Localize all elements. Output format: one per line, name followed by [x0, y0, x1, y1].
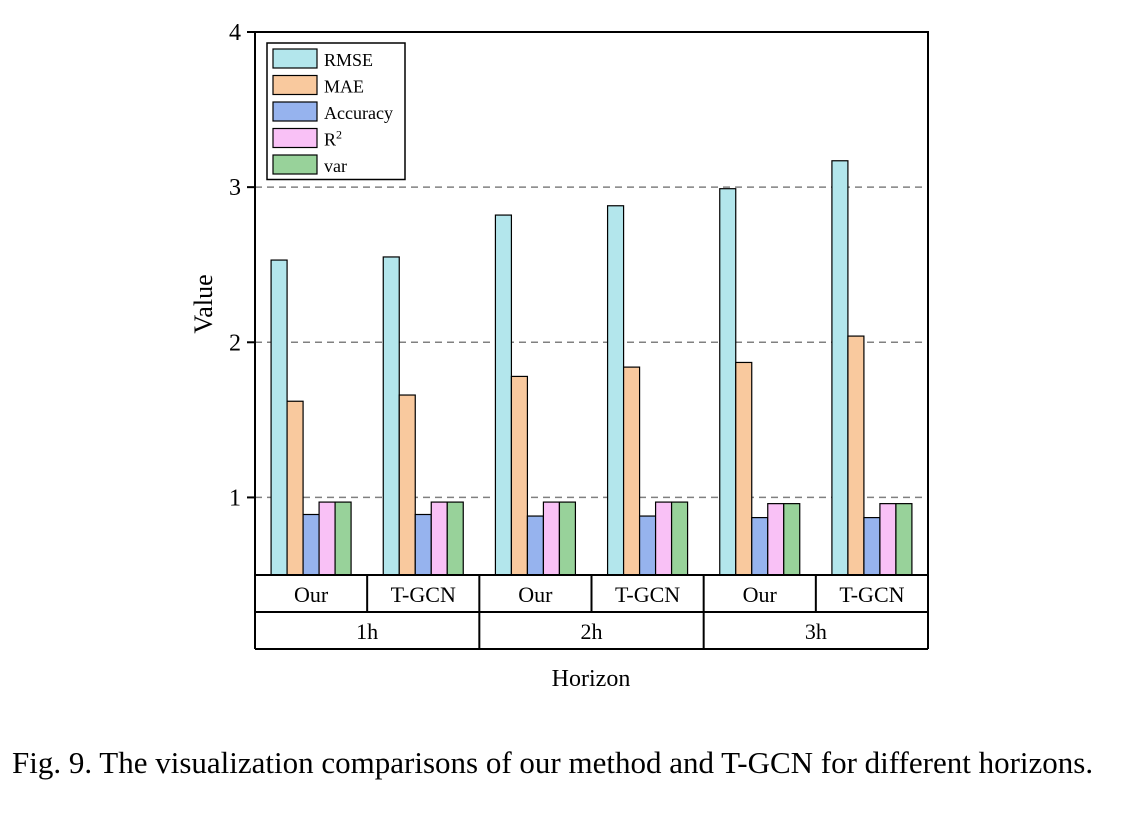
x-tick-label: Our: [518, 582, 553, 607]
x-tick-label: T-GCN: [839, 582, 904, 607]
bar: [382, 256, 400, 576]
y-tick-label: 4: [229, 20, 241, 46]
y-axis: 1 2 3 4: [229, 20, 255, 511]
bar: [831, 160, 849, 576]
legend-label: Accuracy: [324, 103, 393, 123]
x-tick-label: T-GCN: [615, 582, 680, 607]
bar: [863, 516, 881, 576]
group-label: 1h: [356, 619, 378, 644]
chart: 1 2 3 4 Our T-GCN Our T-GCN Our T-GCN 1h 2h 3h RMSE…: [189, 20, 929, 692]
bar: [622, 366, 641, 576]
bar: [526, 515, 545, 576]
y-tick-label: 1: [229, 485, 241, 511]
figure-caption: Fig. 9. The visualization comparisons of…: [12, 745, 1094, 780]
bar: [446, 501, 464, 576]
bar: [719, 188, 737, 576]
legend-swatch: [272, 127, 318, 149]
legend-swatch: [272, 74, 318, 96]
bar: [414, 513, 432, 576]
x-tick-label: Our: [743, 582, 778, 607]
bar: [670, 501, 689, 576]
bar: [654, 501, 673, 576]
bar: [286, 400, 304, 576]
bar: [847, 335, 865, 576]
bar: [735, 361, 753, 576]
bar: [751, 516, 769, 576]
bar: [430, 501, 448, 576]
y-axis-label: Value: [189, 274, 218, 333]
y-tick-label: 2: [229, 330, 241, 356]
legend-label: var: [324, 156, 347, 176]
group-label: 3h: [805, 619, 827, 644]
bar: [494, 214, 513, 576]
bar: [895, 503, 913, 576]
bar: [638, 515, 657, 576]
x-tick-label: Our: [294, 582, 329, 607]
bar: [606, 205, 625, 576]
x-axis-table: Our T-GCN Our T-GCN Our T-GCN 1h 2h 3h: [254, 575, 929, 650]
bars: [270, 160, 913, 576]
group-label: 2h: [581, 619, 603, 644]
bar: [767, 503, 785, 576]
bar: [510, 375, 529, 576]
bar: [879, 503, 897, 576]
legend-swatch: [272, 48, 318, 69]
grid-lines: [255, 186, 928, 499]
legend-label: RMSE: [324, 50, 373, 70]
bar: [334, 501, 352, 576]
bar: [270, 259, 288, 576]
bar: [783, 503, 801, 576]
bar: [398, 394, 416, 576]
bar: [542, 501, 561, 576]
y-tick-label: 3: [229, 175, 241, 201]
legend-swatch: [272, 154, 318, 175]
bar: [302, 513, 320, 576]
x-tick-label: T-GCN: [391, 582, 456, 607]
bar: [318, 501, 336, 576]
bar: [558, 501, 577, 576]
legend-label: MAE: [324, 77, 364, 97]
x-axis-label: Horizon: [552, 666, 631, 692]
legend-swatch: [272, 101, 318, 122]
